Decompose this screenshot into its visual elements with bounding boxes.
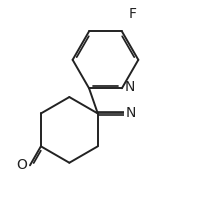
- Text: O: O: [16, 158, 27, 172]
- Text: F: F: [128, 7, 136, 21]
- Text: N: N: [125, 80, 135, 94]
- Text: N: N: [125, 106, 136, 121]
